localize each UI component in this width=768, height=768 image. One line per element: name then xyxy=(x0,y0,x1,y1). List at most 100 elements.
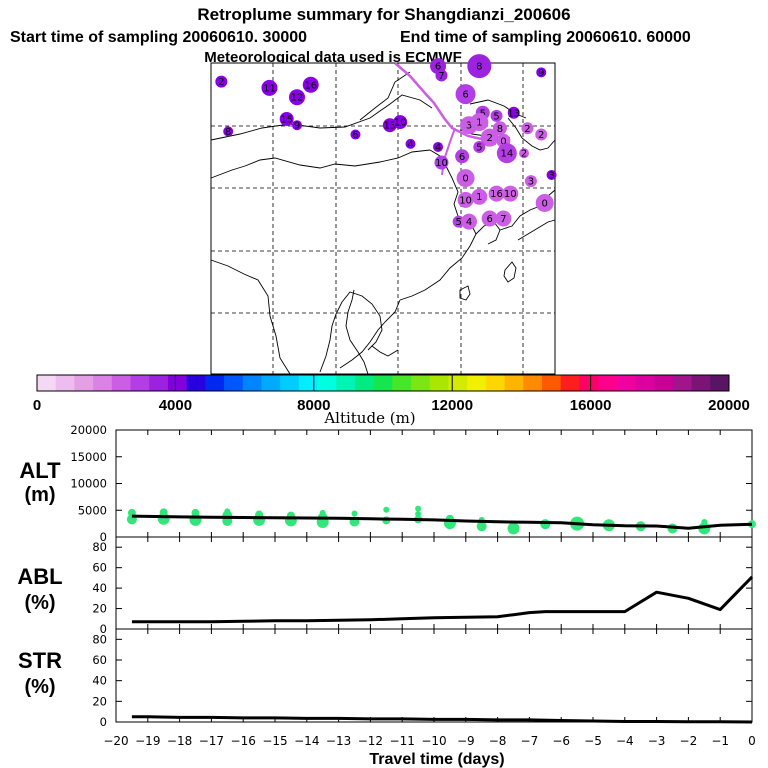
map-point xyxy=(488,185,505,202)
map-point-label: 15 xyxy=(280,114,293,125)
map-point xyxy=(473,140,486,153)
x-tick-label: 0 xyxy=(748,734,756,748)
colorbar-cell xyxy=(55,375,75,391)
map-point xyxy=(433,141,444,152)
map-point-label: 14 xyxy=(500,149,513,160)
map-point-label: 12 xyxy=(291,93,304,104)
map-point-label: 5 xyxy=(480,108,486,119)
plume-trajectory xyxy=(394,62,497,146)
map-point xyxy=(507,106,520,119)
alt-ytick-label: 5000 xyxy=(78,503,107,517)
str-line xyxy=(131,715,753,724)
map-coastlines xyxy=(210,71,556,375)
map-point-label: 8 xyxy=(225,127,231,138)
map-point-label: 9 xyxy=(538,68,544,79)
colorbar-cell xyxy=(411,375,431,391)
alt-point xyxy=(415,510,422,517)
map-point xyxy=(470,113,489,132)
map-point xyxy=(215,75,228,88)
alt-point xyxy=(319,509,326,516)
map-point xyxy=(471,188,488,205)
colorbar-tick-label: 12000 xyxy=(431,397,473,414)
colorbar-cell xyxy=(654,375,674,391)
colorbar-cell xyxy=(635,375,655,391)
alt-point xyxy=(383,506,390,513)
map-point-label: 11 xyxy=(263,83,276,94)
map-point-label: 6 xyxy=(486,214,492,225)
alt-panel: 20000 15000 10000 5000 0 xyxy=(70,423,756,544)
map-point-label: 16 xyxy=(304,80,317,91)
colorbar-tick-label: 4000 xyxy=(159,397,192,414)
colorbar-cell xyxy=(691,375,711,391)
alt-ytick-label: 20000 xyxy=(70,423,107,437)
x-axis: −20 −19 −18 −17 −16 −15 −14 −13 −12 −11 −10 −9 −8 −7−… xyxy=(103,734,755,748)
map-point-label: 1 xyxy=(476,192,482,203)
str-panel-label: STR xyxy=(18,648,62,673)
map-point-label: 5 xyxy=(493,111,499,122)
map-point-label: 8 xyxy=(476,62,482,73)
abl-ytick-label: 60 xyxy=(92,561,107,575)
colorbar-cell xyxy=(74,375,94,391)
colorbar-cell xyxy=(504,375,524,391)
map-point xyxy=(535,193,554,212)
map-point-label: 0 xyxy=(500,136,506,147)
alt-point xyxy=(701,519,708,526)
map-point xyxy=(261,79,278,96)
x-tick-label: −17 xyxy=(199,734,224,748)
map-point xyxy=(502,185,519,202)
map-point xyxy=(496,143,517,164)
map-point xyxy=(495,210,512,227)
map-point xyxy=(546,169,557,180)
abl-line xyxy=(131,575,754,624)
x-tick-label: −9 xyxy=(457,734,475,748)
map-point xyxy=(289,89,305,106)
x-tick-label: −12 xyxy=(358,734,383,748)
map-point-label: 9 xyxy=(294,121,300,132)
x-axis-label: Travel time (days) xyxy=(369,751,504,768)
alt-mean-line xyxy=(131,514,753,530)
map-point xyxy=(223,126,234,137)
x-tick-label: −18 xyxy=(167,734,192,748)
colorbar-cell xyxy=(373,375,393,391)
map-point-label: 10 xyxy=(459,195,472,206)
title-start-time: Start time of sampling 20060610. 30000 xyxy=(10,29,307,46)
colorbar-cell xyxy=(111,375,132,391)
altitude-colorbar: 0 4000 8000 12000 16000 20000 Altitude (m) xyxy=(33,374,750,427)
colorbar-cell xyxy=(167,375,188,391)
colorbar-cell xyxy=(448,375,468,391)
map-point-label: 8 xyxy=(497,124,503,135)
alt-point xyxy=(540,519,551,530)
x-tick-label: −8 xyxy=(489,734,507,748)
map-point xyxy=(521,122,534,135)
map-point-label: 4 xyxy=(466,217,472,228)
alt-panel-unit: (m) xyxy=(24,484,55,506)
x-tick-label: −15 xyxy=(262,734,287,748)
x-tick-label: −20 xyxy=(103,734,128,748)
alt-point xyxy=(191,508,200,517)
map-point-label: 10 xyxy=(435,158,448,169)
map-point-label: 0 xyxy=(541,198,547,209)
str-ytick-label: 80 xyxy=(92,632,107,646)
map-point-label: 7 xyxy=(438,71,444,82)
colorbar-cell xyxy=(598,375,618,391)
title-line1: Retroplume summary for Shangdianzi_20060… xyxy=(197,5,570,24)
alt-point xyxy=(159,508,168,517)
colorbar-cell xyxy=(317,375,337,391)
colorbar-cell xyxy=(429,375,449,391)
map-point-label: 3 xyxy=(548,170,554,181)
str-panel-unit: (%) xyxy=(24,676,55,698)
colorbar-cell xyxy=(560,375,580,391)
map-point-label: 5 xyxy=(455,217,461,228)
colorbar-cell xyxy=(261,375,281,391)
colorbar-cell xyxy=(541,375,562,391)
alt-ytick-label: 15000 xyxy=(70,450,107,464)
map-point xyxy=(536,67,547,78)
alt-ytick-label: 0 xyxy=(100,530,107,544)
colorbar-tick-label: 0 xyxy=(33,397,41,414)
colorbar-cell xyxy=(224,375,244,391)
colorbar-cell xyxy=(579,375,599,391)
map-point-label: 16 xyxy=(490,189,503,200)
